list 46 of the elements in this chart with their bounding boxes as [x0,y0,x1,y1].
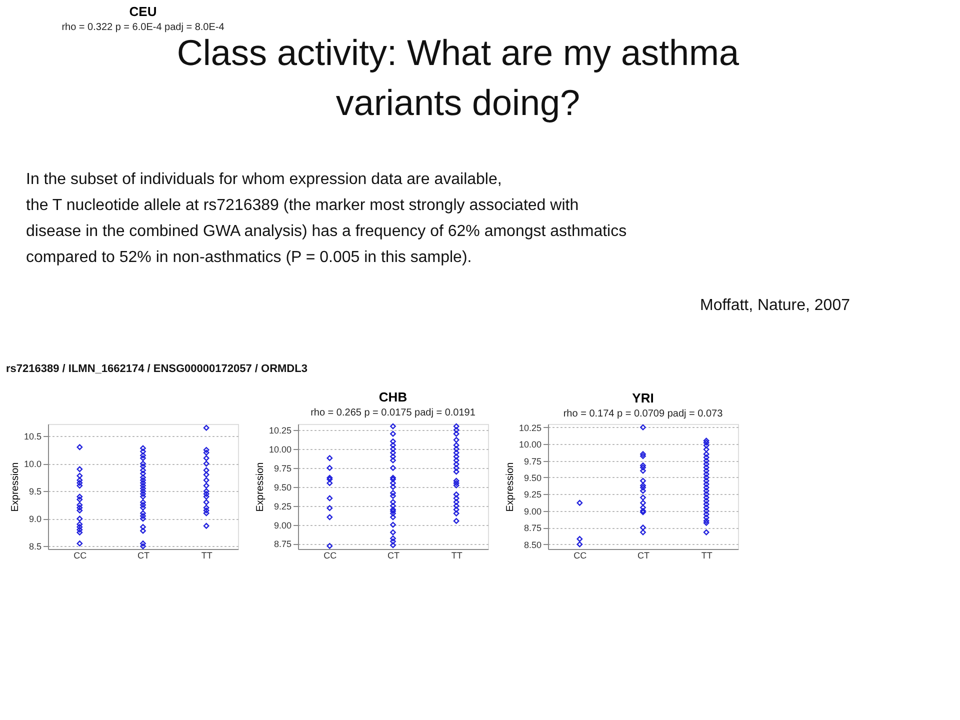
chart-subtitle: rho = 0.322 p = 6.0E-4 padj = 8.0E-4 [62,22,225,33]
y-tick-label: 9.25 [274,501,292,512]
x-tick-label: CT [138,550,150,560]
y-axis-title: Expression [254,462,266,512]
x-tick-label: CC [74,550,88,560]
y-tick-label: 10.00 [268,444,292,454]
y-tick-label: 10.5 [24,432,42,442]
x-tick-label: CC [574,550,588,560]
text: compared to 52% in non-asthmatics (P = 0.005 in this sample). [26,249,472,266]
y-tick-label: 8.50 [524,540,542,550]
y-tick-label: 10.25 [268,426,292,436]
y-tick-label: 8.75 [274,539,292,550]
x-tick-label: TT [201,550,213,560]
x-tick-label: CT [388,550,400,560]
text: disease in the combined GWA analysis) has a frequency of 62% amongst asthmatics [26,223,627,240]
y-tick-label: 9.50 [274,482,292,492]
text: Moffatt, Nature, 2007 [700,297,850,314]
x-tick-label: TT [451,550,463,560]
y-tick-label: 9.50 [524,472,542,483]
x-tick-label: CT [638,550,650,560]
y-tick-label: 10.00 [518,440,542,450]
chart-title: YRI [632,390,654,406]
y-tick-label: 9.5 [28,486,42,497]
chart-subtitle: rho = 0.174 p = 0.0709 padj = 0.073 [563,408,724,420]
chart-title: CEU [129,4,157,19]
text: variants doing? [336,82,580,123]
text: the T nucleotide allele at rs7216389 (the marker most strongly associated with [26,197,579,214]
text: rs7216389 / ILMN_1662174 / ENSG00000172057 / ORMDL3 [6,363,308,375]
y-tick-label: 8.75 [524,523,542,534]
y-tick-label: 9.75 [524,456,542,466]
text: In the subset of individuals for whom expression data are available, [26,171,502,188]
y-tick-label: 9.00 [274,520,292,530]
y-tick-label: 9.00 [524,506,542,516]
x-tick-label: CC [324,550,338,560]
y-tick-label: 9.0 [28,514,42,524]
y-axis-title: Expression [10,462,21,512]
text: Class activity: What are my asthma [176,32,740,73]
y-tick-label: 8.5 [28,542,42,552]
y-tick-label: 9.25 [524,490,542,500]
y-axis-title: Expression [504,462,516,512]
chart-subtitle: rho = 0.265 p = 0.0175 padj = 0.0191 [310,408,476,419]
x-tick-label: TT [701,550,713,560]
y-tick-label: 10.25 [518,422,542,433]
y-tick-label: 9.75 [274,463,292,474]
chart-title: CHB [378,390,408,405]
y-tick-label: 10.0 [24,459,42,470]
